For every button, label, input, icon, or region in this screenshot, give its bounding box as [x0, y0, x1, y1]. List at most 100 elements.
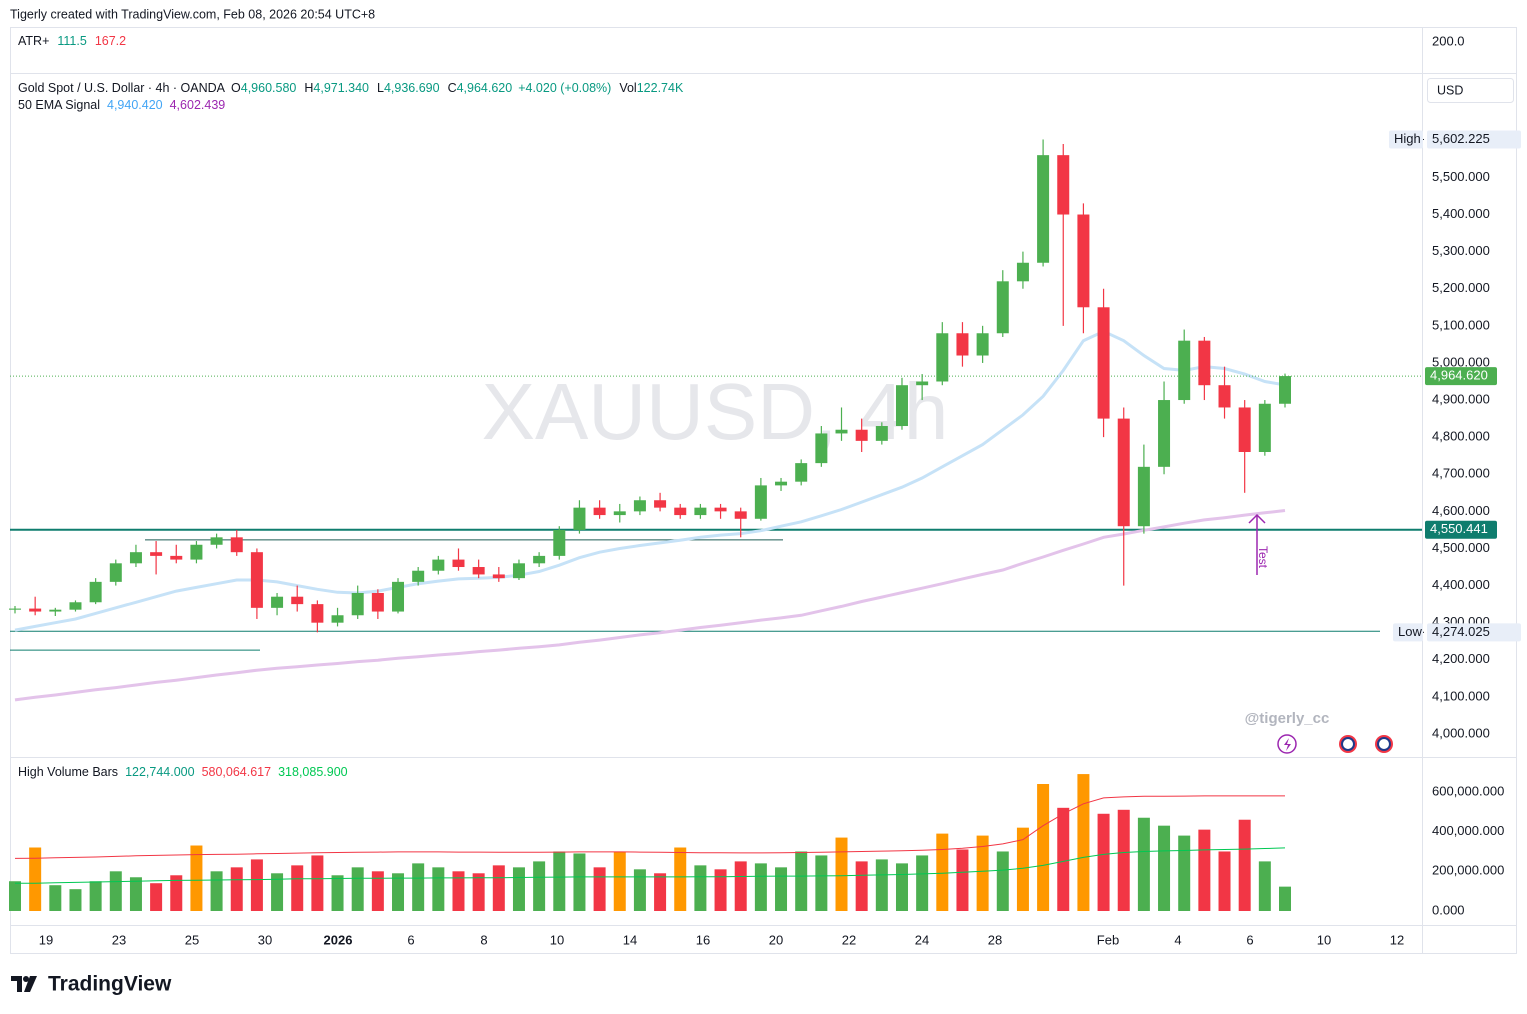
candle-body: [1218, 385, 1231, 408]
candle-body: [1077, 214, 1090, 308]
volume-bar: [1016, 827, 1029, 911]
candle-body: [392, 581, 405, 612]
candle-body: [109, 563, 122, 582]
candle-body: [210, 537, 223, 545]
candle-body: [331, 615, 344, 623]
ohlc-label: L: [377, 81, 384, 95]
candle-body: [9, 608, 21, 610]
volume-bar: [29, 847, 42, 911]
volume-bar: [775, 867, 788, 911]
volume-bar: [633, 869, 646, 911]
currency-box[interactable]: [1427, 78, 1514, 103]
atr-value: 167.2: [95, 34, 126, 48]
volume-bar: [1077, 774, 1090, 911]
volume-bar: [1037, 784, 1050, 911]
volume-bar: [311, 855, 324, 911]
low-label-box: [1393, 623, 1423, 642]
candle-body: [694, 507, 707, 516]
x-tick-label: 2026: [324, 932, 353, 947]
volume-bar: [1238, 819, 1251, 911]
x-tick-label: 6: [407, 932, 414, 947]
volume-bar: [150, 883, 163, 911]
candle-body: [492, 574, 505, 579]
candle-body: [976, 333, 989, 356]
candle-body: [1158, 400, 1171, 467]
y-tick-label: 5,400.000: [1432, 206, 1490, 221]
volume-bar: [1137, 817, 1150, 911]
volume-bar: [392, 873, 405, 911]
volume-bar: [613, 851, 626, 911]
volume-bar: [875, 859, 888, 911]
candle-body: [815, 433, 828, 464]
volume-bar: [351, 867, 364, 911]
candle-body: [129, 552, 142, 564]
volume-bar: [492, 865, 505, 911]
atr-legend: ATR+ 111.5 167.2: [18, 34, 126, 48]
ohlc-value: 4,964.620: [457, 81, 513, 95]
volume-bar: [593, 867, 606, 911]
x-tick-label: 12: [1390, 932, 1404, 947]
volume-bar: [512, 867, 525, 911]
candle-body: [734, 511, 747, 519]
atr-value: 111.5: [57, 34, 86, 48]
candle-body: [795, 463, 808, 482]
volume-average-line: [14, 795, 1285, 859]
volume-bar: [1279, 886, 1291, 911]
volume-bar: [916, 855, 929, 911]
volume-bar: [1198, 829, 1211, 911]
x-tick-label: 16: [696, 932, 710, 947]
header: Tigerly created with TradingView.com, Fe…: [10, 7, 375, 21]
volume-legend: High Volume Bars 122,744.000 580,064.617 31…: [18, 765, 348, 779]
candle-body: [230, 537, 243, 553]
volume-bar: [654, 873, 667, 911]
volume-bar: [996, 851, 1009, 911]
y-tick-label: 4,000.000: [1432, 725, 1490, 740]
level-label-box: [1425, 520, 1497, 539]
candle-body: [452, 559, 465, 568]
y-tick-label: 5,100.000: [1432, 317, 1490, 332]
y-tick-label: 4,500.000: [1432, 540, 1490, 555]
y-tick-label: 4,900.000: [1432, 391, 1490, 406]
candle-body: [412, 570, 425, 582]
candle-body: [1016, 262, 1029, 282]
candle-body: [1279, 376, 1291, 404]
volume-last: 122,744.000: [125, 765, 195, 779]
logo-mark: [24, 976, 37, 992]
candle-body: [512, 563, 525, 579]
level-label: 4,550.441: [1430, 521, 1488, 536]
candle-body: [895, 385, 908, 427]
candle-body: [1258, 403, 1271, 452]
event-icon-bolt: [1284, 738, 1291, 751]
volume-bar: [795, 851, 808, 911]
candle-body: [553, 529, 566, 556]
high-value-box: [1427, 130, 1521, 149]
volume-bar: [109, 871, 122, 911]
volume-line-value: 318,085.900: [278, 765, 348, 779]
volume-tick-label: 200,000.000: [1432, 863, 1504, 878]
ohlc-value: 4,936.690: [384, 81, 440, 95]
low-value-box: [1427, 623, 1521, 642]
annotation-arrowhead: [1248, 513, 1266, 524]
x-tick-label: 23: [112, 932, 126, 947]
x-tick-label: 6: [1246, 932, 1253, 947]
volume-bar: [674, 847, 687, 911]
candle-body: [835, 429, 848, 434]
last-price-label: 4,964.620: [1430, 368, 1488, 383]
event-icon-flag: [1377, 737, 1391, 751]
indicator-value: 4,602.439: [170, 98, 226, 112]
volume-bar: [412, 863, 425, 911]
ohlc-label: O: [231, 81, 241, 95]
candle-body: [1057, 155, 1070, 215]
candle-body: [170, 555, 183, 560]
volume-bar: [1218, 851, 1231, 911]
volume-bar: [190, 845, 203, 911]
candle-body: [291, 596, 304, 605]
indicator-value: 4,940.420: [107, 98, 163, 112]
candle-body: [49, 609, 62, 612]
candle-body: [996, 281, 1009, 334]
volume-bar: [69, 889, 82, 911]
candle-body: [714, 507, 727, 512]
candle-body: [190, 544, 203, 560]
candle-body: [1198, 340, 1211, 386]
